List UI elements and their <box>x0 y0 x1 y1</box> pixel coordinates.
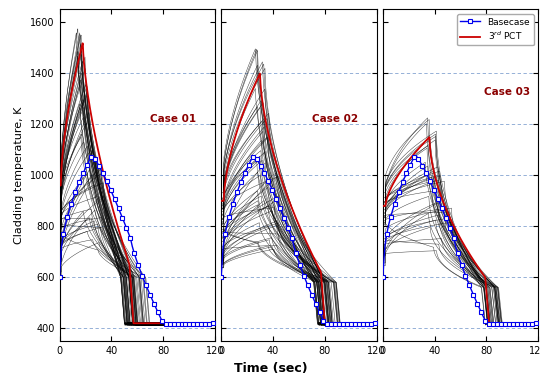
Text: Case 02: Case 02 <box>312 114 358 124</box>
Text: Case 03: Case 03 <box>484 88 531 97</box>
Y-axis label: Cladding temperature, K: Cladding temperature, K <box>15 106 24 244</box>
Legend: Basecase, 3$^{rd}$ PCT: Basecase, 3$^{rd}$ PCT <box>457 14 534 45</box>
Text: Case 01: Case 01 <box>150 114 196 124</box>
Text: Time (sec): Time (sec) <box>234 362 307 375</box>
